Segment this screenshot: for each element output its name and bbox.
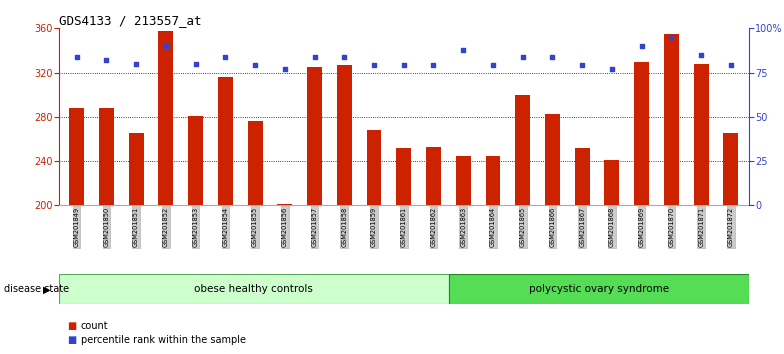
Text: disease state: disease state <box>4 284 69 295</box>
Point <box>189 61 201 67</box>
Point <box>546 54 559 59</box>
Point <box>338 54 350 59</box>
Bar <box>367 130 382 205</box>
Point <box>695 52 707 58</box>
Point <box>606 66 619 72</box>
Point <box>249 63 261 68</box>
Point <box>665 34 677 40</box>
Text: GSM201869: GSM201869 <box>639 207 644 247</box>
Text: polycystic ovary syndrome: polycystic ovary syndrome <box>528 284 669 295</box>
Bar <box>448 274 749 304</box>
Point <box>130 61 143 67</box>
Point <box>160 43 172 49</box>
Text: ■: ■ <box>67 335 76 345</box>
Text: GSM201871: GSM201871 <box>698 207 704 247</box>
Point <box>635 43 648 49</box>
Text: GSM201859: GSM201859 <box>371 207 377 247</box>
Point <box>457 47 470 52</box>
Bar <box>724 133 739 205</box>
Text: GSM201850: GSM201850 <box>103 207 110 247</box>
Text: GSM201849: GSM201849 <box>74 207 80 247</box>
Bar <box>307 67 322 205</box>
Point <box>308 54 321 59</box>
Text: GSM201865: GSM201865 <box>520 207 526 247</box>
Bar <box>337 65 352 205</box>
Text: GSM201864: GSM201864 <box>490 207 496 247</box>
Text: GSM201851: GSM201851 <box>133 207 139 247</box>
Bar <box>426 147 441 205</box>
Point <box>724 63 737 68</box>
Text: GSM201858: GSM201858 <box>341 207 347 247</box>
Bar <box>278 204 292 205</box>
Point <box>368 63 380 68</box>
Point <box>278 66 291 72</box>
Point <box>517 54 529 59</box>
Bar <box>575 148 590 205</box>
Point <box>487 63 499 68</box>
Bar <box>218 77 233 205</box>
Bar <box>456 155 470 205</box>
Point <box>427 63 440 68</box>
Text: GSM201863: GSM201863 <box>460 207 466 247</box>
Bar <box>248 121 263 205</box>
Bar <box>99 108 114 205</box>
Bar <box>634 62 649 205</box>
Text: GSM201872: GSM201872 <box>728 207 734 247</box>
Bar <box>515 95 530 205</box>
Bar <box>604 160 619 205</box>
Bar <box>129 133 143 205</box>
Point <box>71 54 83 59</box>
Text: GSM201862: GSM201862 <box>430 207 437 247</box>
Text: GDS4133 / 213557_at: GDS4133 / 213557_at <box>59 14 201 27</box>
Point <box>219 54 231 59</box>
Point <box>576 63 589 68</box>
Bar <box>664 34 679 205</box>
Text: GSM201855: GSM201855 <box>252 207 258 247</box>
Text: GSM201868: GSM201868 <box>609 207 615 247</box>
Bar <box>158 30 173 205</box>
Point <box>397 63 410 68</box>
Text: GSM201854: GSM201854 <box>223 207 228 247</box>
Bar <box>188 116 203 205</box>
Text: GSM201867: GSM201867 <box>579 207 585 247</box>
Text: GSM201870: GSM201870 <box>669 207 674 247</box>
Text: GSM201866: GSM201866 <box>550 207 555 247</box>
Text: ■: ■ <box>67 321 76 331</box>
Point <box>100 57 113 63</box>
Bar <box>694 64 709 205</box>
Text: GSM201853: GSM201853 <box>193 207 198 247</box>
Bar <box>545 114 560 205</box>
Text: GSM201856: GSM201856 <box>281 207 288 247</box>
Bar <box>69 108 84 205</box>
Text: obese healthy controls: obese healthy controls <box>194 284 314 295</box>
Text: count: count <box>81 321 108 331</box>
Text: GSM201861: GSM201861 <box>401 207 407 247</box>
Bar <box>485 155 500 205</box>
Text: ▶: ▶ <box>43 284 51 295</box>
Text: GSM201852: GSM201852 <box>163 207 169 247</box>
Bar <box>397 148 411 205</box>
Bar <box>59 274 448 304</box>
Text: percentile rank within the sample: percentile rank within the sample <box>81 335 245 345</box>
Text: GSM201857: GSM201857 <box>311 207 318 247</box>
